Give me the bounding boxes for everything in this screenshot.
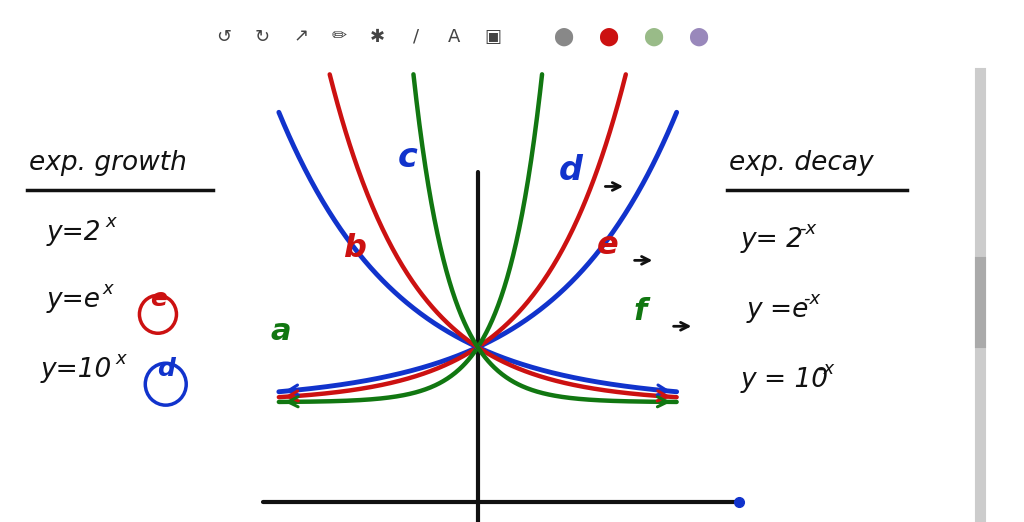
Text: x: x — [102, 280, 113, 298]
Text: y = 10: y = 10 — [741, 367, 829, 393]
Text: -x: -x — [817, 360, 835, 378]
Text: ✏: ✏ — [332, 28, 347, 45]
Text: e: e — [597, 230, 618, 262]
Text: ⬤: ⬤ — [687, 27, 708, 46]
Text: -x: -x — [800, 220, 816, 239]
Text: x: x — [115, 350, 126, 368]
Text: ⬤: ⬤ — [598, 27, 618, 46]
Text: -x: -x — [804, 290, 820, 309]
Text: c: c — [397, 141, 418, 174]
Text: y= 2: y= 2 — [741, 228, 804, 253]
Text: f: f — [634, 298, 647, 326]
Text: /: / — [413, 28, 419, 45]
Text: exp. growth: exp. growth — [30, 150, 187, 176]
Text: exp. decay: exp. decay — [729, 150, 873, 176]
Text: a: a — [270, 317, 291, 346]
Text: y =e: y =e — [746, 298, 809, 323]
Text: ↻: ↻ — [255, 28, 270, 45]
Text: ▣: ▣ — [484, 28, 502, 45]
Text: ↗: ↗ — [293, 28, 308, 45]
Text: x: x — [105, 213, 116, 231]
Text: d: d — [559, 155, 583, 187]
Text: e: e — [151, 287, 167, 311]
Text: ⬤: ⬤ — [643, 27, 663, 46]
Text: d: d — [157, 357, 175, 381]
Text: y=2: y=2 — [47, 220, 101, 246]
Text: A: A — [449, 28, 461, 45]
Text: ↺: ↺ — [216, 28, 231, 45]
Text: y=10: y=10 — [41, 357, 113, 383]
Text: y=e: y=e — [47, 287, 100, 313]
Text: ⬤: ⬤ — [553, 27, 573, 46]
Text: b: b — [343, 233, 366, 264]
Text: ✱: ✱ — [370, 28, 385, 45]
